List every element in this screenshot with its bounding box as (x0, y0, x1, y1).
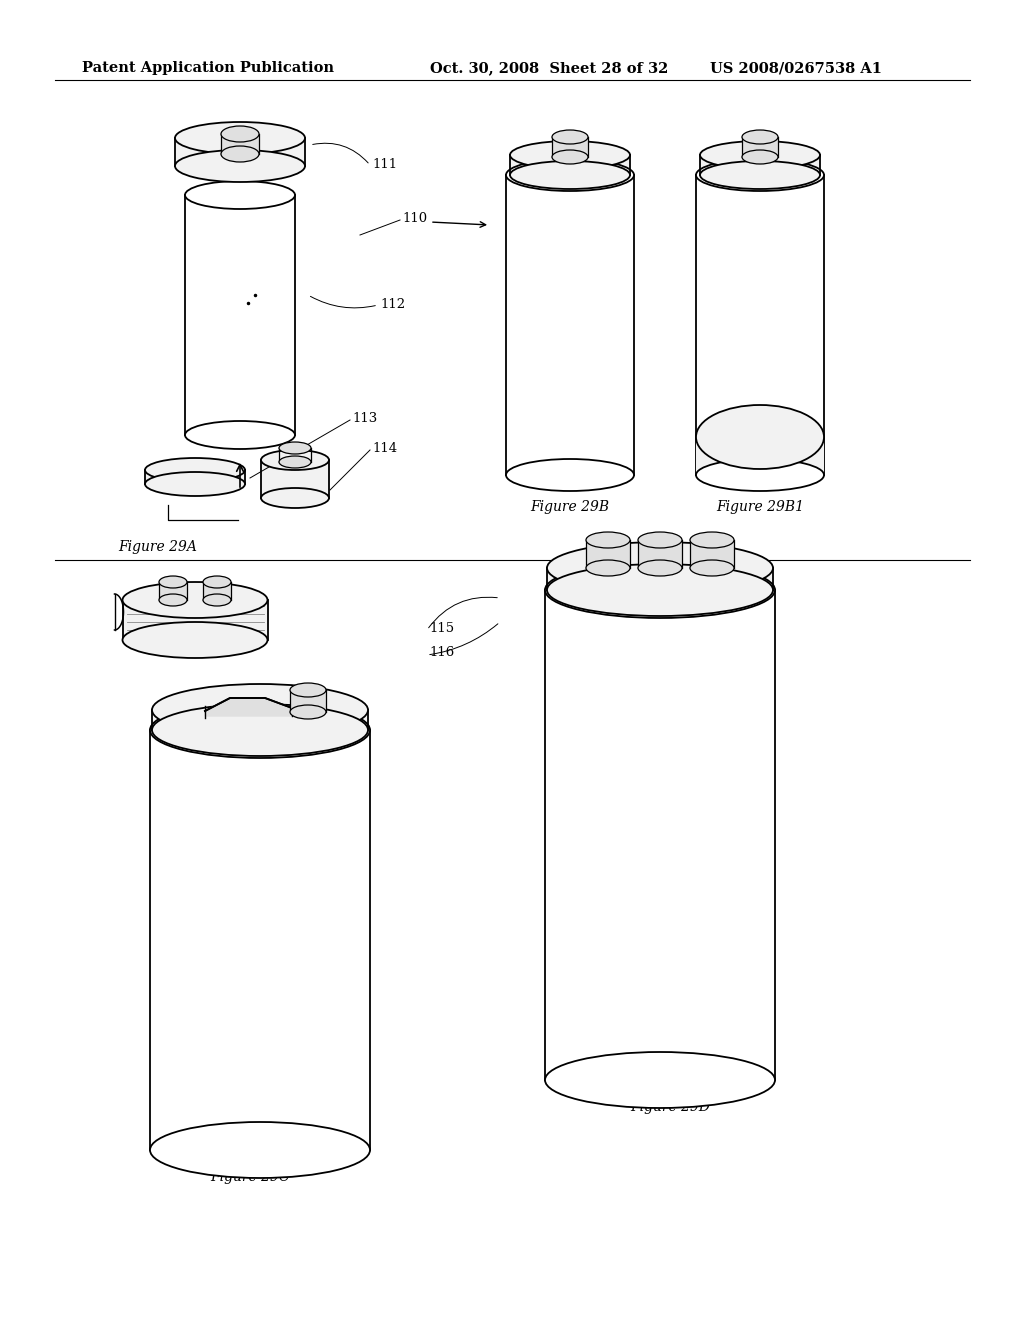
Ellipse shape (586, 560, 630, 576)
Ellipse shape (742, 150, 778, 164)
Bar (150, 730, 370, 1150)
Text: 115: 115 (429, 622, 454, 635)
Ellipse shape (150, 1122, 370, 1177)
Ellipse shape (123, 622, 267, 657)
Ellipse shape (159, 576, 187, 587)
Ellipse shape (638, 560, 682, 576)
Ellipse shape (221, 125, 259, 143)
Bar (690, 540, 734, 568)
Text: Patent Application Publication: Patent Application Publication (82, 61, 334, 75)
Ellipse shape (159, 461, 231, 479)
Ellipse shape (290, 682, 326, 697)
Bar (123, 601, 267, 640)
Bar (742, 137, 778, 157)
Ellipse shape (221, 147, 259, 162)
Ellipse shape (690, 532, 734, 548)
Text: Oct. 30, 2008  Sheet 28 of 32: Oct. 30, 2008 Sheet 28 of 32 (430, 61, 669, 75)
Bar (145, 470, 245, 484)
Bar (696, 176, 824, 475)
Ellipse shape (145, 458, 245, 482)
Text: 112: 112 (380, 298, 406, 312)
Ellipse shape (159, 594, 187, 606)
Bar (638, 540, 682, 568)
Ellipse shape (152, 684, 368, 737)
Ellipse shape (547, 543, 773, 594)
Text: 111: 111 (372, 158, 397, 172)
Bar (279, 447, 311, 462)
Ellipse shape (552, 150, 588, 164)
Bar (175, 139, 305, 166)
Ellipse shape (696, 405, 824, 469)
Bar (221, 135, 259, 154)
Ellipse shape (560, 550, 760, 586)
Ellipse shape (152, 704, 368, 756)
Bar (261, 459, 329, 498)
Text: 110: 110 (402, 211, 427, 224)
Ellipse shape (742, 129, 778, 144)
Ellipse shape (506, 158, 634, 191)
Ellipse shape (279, 455, 311, 469)
Bar (185, 195, 295, 436)
Text: Figure 29B1: Figure 29B1 (716, 500, 804, 513)
Ellipse shape (123, 582, 267, 618)
Text: Figure 29B: Figure 29B (530, 500, 609, 513)
Ellipse shape (145, 473, 245, 496)
Ellipse shape (586, 532, 630, 548)
Text: 116: 116 (429, 647, 455, 660)
Ellipse shape (545, 1052, 775, 1107)
Ellipse shape (716, 145, 804, 165)
Bar (696, 437, 824, 475)
Ellipse shape (690, 560, 734, 576)
Ellipse shape (134, 587, 256, 612)
Ellipse shape (700, 141, 820, 169)
Ellipse shape (545, 562, 775, 618)
Ellipse shape (506, 459, 634, 491)
Bar (159, 582, 187, 601)
Ellipse shape (696, 459, 824, 491)
Bar (586, 540, 630, 568)
Ellipse shape (526, 145, 614, 165)
Ellipse shape (510, 141, 630, 169)
Text: Figure 29D: Figure 29D (630, 1100, 710, 1114)
Ellipse shape (203, 594, 231, 606)
Ellipse shape (193, 125, 288, 150)
Bar (152, 710, 368, 730)
Bar (545, 590, 775, 1080)
Ellipse shape (185, 421, 295, 449)
Bar (552, 137, 588, 157)
Text: Figure 29A: Figure 29A (118, 540, 197, 554)
Ellipse shape (261, 488, 329, 508)
Ellipse shape (700, 161, 820, 189)
Text: US 2008/0267538 A1: US 2008/0267538 A1 (710, 61, 882, 75)
Bar (203, 582, 231, 601)
Ellipse shape (696, 158, 824, 191)
Ellipse shape (150, 702, 370, 758)
Bar (510, 154, 630, 176)
Polygon shape (205, 698, 292, 715)
Bar (506, 176, 634, 475)
Ellipse shape (175, 121, 305, 154)
Ellipse shape (290, 705, 326, 719)
Text: Figure 29C: Figure 29C (210, 1170, 290, 1184)
Ellipse shape (261, 450, 329, 470)
Ellipse shape (638, 532, 682, 548)
Text: 113: 113 (352, 412, 377, 425)
Bar (700, 154, 820, 176)
Ellipse shape (185, 181, 295, 209)
Ellipse shape (510, 161, 630, 189)
Text: 114: 114 (372, 441, 397, 454)
Ellipse shape (175, 150, 305, 182)
Bar (290, 690, 326, 711)
Ellipse shape (203, 576, 231, 587)
Ellipse shape (168, 692, 352, 729)
Bar (547, 568, 773, 590)
Ellipse shape (547, 564, 773, 616)
Ellipse shape (279, 442, 311, 454)
Ellipse shape (552, 129, 588, 144)
